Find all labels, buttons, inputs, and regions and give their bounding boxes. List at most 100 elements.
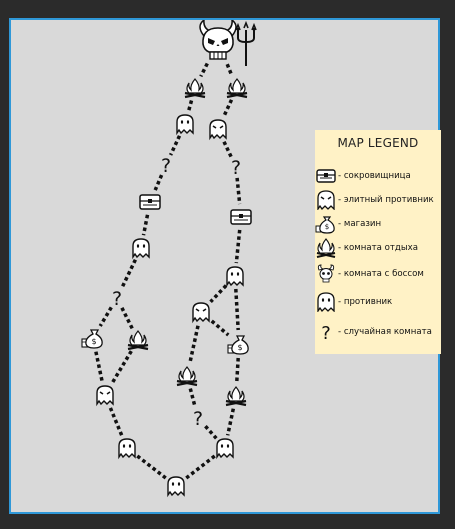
path-segment [186,100,194,112]
legend-label: - случайная комната [338,327,432,337]
elite-enemy-node[interactable] [96,385,114,407]
legend-label: - комната отдыха [338,243,418,253]
svg-text:$: $ [91,337,96,346]
elite-ghost-icon [317,190,335,210]
legend-item-shop: $ - магазин [315,214,441,234]
campfire-icon [127,330,149,351]
legend-item-random: ? - случайная комната [315,322,441,342]
svg-text:$: $ [325,223,329,231]
svg-text:?: ? [161,155,171,177]
question-mark-icon: ? [321,323,331,342]
path-segment [94,351,104,382]
path-segment [222,140,233,158]
treasure-room-node[interactable] [139,194,161,210]
svg-text:?: ? [193,408,203,430]
map-nodes: ? ?? $ $? [81,20,257,498]
legend-item-boss: - комната с боссом [315,264,441,284]
map-canvas: ??? $ $? MAP LEGEND - сокровищница - элитн… [9,18,441,514]
boss-room-node[interactable] [199,20,257,66]
map-paths [94,62,242,480]
shop-node[interactable]: $ [227,335,249,355]
path-segment [234,288,240,331]
random-room-node[interactable]: ? [231,157,241,179]
path-segment [225,408,236,436]
ghost-icon [226,266,244,288]
ghost-icon [118,438,136,460]
rest-room-node[interactable] [127,330,149,351]
legend-item-treasure: - сокровищница [315,166,441,186]
path-segment [234,229,242,264]
path-segment [209,284,228,304]
treasure-chest-icon [316,169,336,183]
path-segment [98,306,113,327]
rest-room-node[interactable] [225,386,247,407]
path-segment [210,319,230,337]
legend-item-elite: - элитный противник [315,190,441,210]
enemy-node[interactable] [118,438,136,460]
money-bag-icon: $ [81,329,103,349]
ghost-icon [176,114,194,136]
path-segment [235,177,242,205]
treasure-chest-icon [230,209,252,225]
ghost-icon [216,438,234,460]
legend-item-enemy: - противник [315,292,441,312]
treasure-room-node[interactable] [230,209,252,225]
elite-enemy-node[interactable] [192,302,210,324]
path-segment [225,63,234,77]
map-legend: MAP LEGEND - сокровищница - элитный прот… [315,130,441,354]
path-segment [141,214,150,236]
rest-room-node[interactable] [184,78,206,99]
path-segment [169,135,182,156]
path-segment [136,454,167,480]
random-room-node[interactable]: ? [193,408,203,430]
campfire-icon [184,78,206,99]
shop-node[interactable]: $ [81,329,103,349]
campfire-icon [226,78,248,99]
elite-ghost-icon [96,385,114,407]
rest-room-node[interactable] [176,366,198,387]
campfire-icon [316,238,336,258]
ghost-icon [317,292,335,312]
enemy-node[interactable] [226,266,244,288]
money-bag-icon: $ [315,216,335,234]
money-bag-icon: $ [227,335,249,355]
ghost-icon [167,476,185,498]
path-segment [108,407,124,437]
elite-ghost-icon [209,119,227,141]
legend-item-rest: - комната отдыха [315,238,441,258]
path-segment [222,99,234,118]
path-segment [234,357,240,384]
elite-ghost-icon [192,302,210,324]
svg-text:?: ? [112,288,122,310]
random-room-node[interactable]: ? [112,288,122,310]
enemy-node[interactable] [167,476,185,498]
path-segment [110,350,133,384]
enemy-node[interactable] [132,238,150,260]
legend-label: - магазин [338,219,382,229]
path-segment [120,258,137,289]
svg-text:?: ? [231,157,241,179]
legend-label: - комната с боссом [338,269,424,279]
devil-skull-icon [317,264,335,283]
path-segment [188,325,200,364]
enemy-node[interactable] [176,114,194,136]
devil-skull-icon [199,20,257,66]
svg-text:?: ? [321,323,331,342]
question-mark-icon: ? [193,408,203,430]
treasure-chest-icon [139,194,161,210]
path-segment [204,425,218,440]
question-mark-icon: ? [112,288,122,310]
random-room-node[interactable]: ? [161,155,171,177]
legend-title: MAP LEGEND [337,136,419,150]
path-segment [185,454,216,480]
path-segment [153,174,164,191]
question-mark-icon: ? [231,157,241,179]
svg-text:$: $ [237,343,242,352]
rest-room-node[interactable] [226,78,248,99]
legend-label: - сокровищница [338,171,411,181]
game-map: ? ?? $ $? [81,20,257,498]
enemy-node[interactable] [216,438,234,460]
path-segment [199,62,209,78]
path-segment [120,307,134,330]
elite-enemy-node[interactable] [209,119,227,141]
